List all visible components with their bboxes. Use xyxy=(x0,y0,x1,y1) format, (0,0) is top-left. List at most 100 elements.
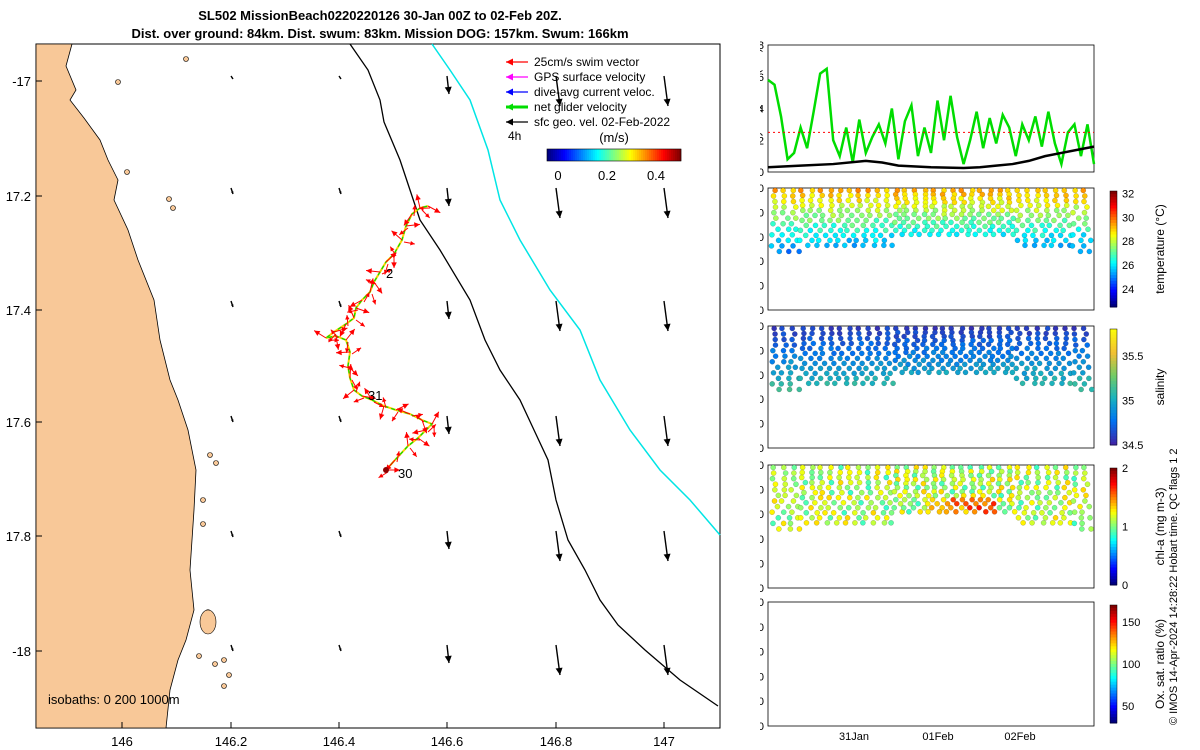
panel2-dot-20 xyxy=(778,370,785,376)
panel3-dot-57 xyxy=(814,509,820,516)
panel2-cbar-cell-25 xyxy=(1110,401,1117,405)
panel2-dot-127 xyxy=(869,360,875,367)
panel1-dot-363 xyxy=(1054,202,1061,209)
panel2-dot-129 xyxy=(868,370,875,377)
geo-vector-21 xyxy=(338,530,342,538)
swim-vector-10 xyxy=(431,411,440,425)
panel3-dot-143 xyxy=(881,520,888,526)
panel1-dot-171 xyxy=(904,199,910,206)
panel2-dot-336 xyxy=(1034,325,1041,332)
panel3-dot-2 xyxy=(769,475,776,482)
panel3-dot-236 xyxy=(950,496,957,503)
panel3-cbar-cell-21 xyxy=(1110,529,1117,533)
island-4 xyxy=(213,460,219,466)
panel2-dot-366 xyxy=(1053,355,1059,362)
panel3-dot-61 xyxy=(817,469,824,476)
panel3-dot-393 xyxy=(1078,514,1085,521)
panel3-dot-261 xyxy=(973,500,979,507)
panel1-cbar-cell-24 xyxy=(1110,260,1117,264)
panel2-dot-104 xyxy=(846,365,853,372)
panel2-dot-71 xyxy=(824,380,830,387)
colorbar-cell-13 xyxy=(573,149,576,161)
panel3-dot-364 xyxy=(1054,484,1060,491)
panel1-dot-326 xyxy=(1025,197,1031,204)
colorbar-tick-0: 0 xyxy=(554,168,561,183)
panel1-dot-123 xyxy=(868,202,874,209)
panel2-dot-346 xyxy=(1032,375,1039,382)
colorbar-cell-31 xyxy=(609,149,612,161)
panel3-dot-95 xyxy=(842,520,849,526)
panel2-dot-52 xyxy=(806,345,813,352)
panel3-dot-136 xyxy=(874,484,880,491)
panel2-dot-61 xyxy=(820,330,826,337)
panel2-cbar-cell-13 xyxy=(1110,366,1117,371)
panel2-cbar-cell-2 xyxy=(1110,334,1117,339)
panel1-dot-318 xyxy=(1015,217,1021,224)
panel1-dot-365 xyxy=(1056,212,1062,219)
panel3-cbar-cell-33 xyxy=(1110,564,1117,568)
lon-tick-label-1: 146.2 xyxy=(215,734,248,749)
panel2-dot-223 xyxy=(943,353,950,360)
colorbar-tick-1: 0.2 xyxy=(598,168,616,183)
panel1-dot-45 xyxy=(802,232,809,239)
panel3-dot-293 xyxy=(998,484,1005,491)
panel4-cbar-cell-22 xyxy=(1110,669,1117,674)
panel1-dot-271 xyxy=(981,215,987,222)
swim-vector-4 xyxy=(404,432,410,447)
panel3-dot-398 xyxy=(1080,475,1087,482)
panel2-dot-101 xyxy=(849,350,856,357)
panel2-dot-235 xyxy=(952,353,958,360)
day-label-0: 2 xyxy=(386,266,393,281)
geo-vector-12 xyxy=(444,300,452,320)
panel1-dot-211 xyxy=(935,215,941,222)
geo-vector-28 xyxy=(555,644,563,676)
panel1-dot-124 xyxy=(865,207,872,214)
panel1-dot-5 xyxy=(773,215,779,221)
track-start-dot xyxy=(383,467,389,473)
panel2-dot-356 xyxy=(1044,365,1050,372)
panel2-dot-298 xyxy=(995,365,1001,372)
panel3-dot-220 xyxy=(939,480,945,487)
swim-vector-8-head xyxy=(412,429,419,435)
panel3-dot-250 xyxy=(958,504,965,511)
panel1-dot-27 xyxy=(793,204,799,210)
geo-vector-2 xyxy=(444,75,452,95)
panel2-dot-174 xyxy=(903,349,909,356)
colorbar-cell-48 xyxy=(643,149,646,161)
panel1-dot-49 xyxy=(809,192,815,199)
swim-vector-31 xyxy=(351,347,362,355)
colorbar-cell-64 xyxy=(675,149,678,161)
panel1-dot-163 xyxy=(896,215,903,222)
panel1-dot-355 xyxy=(1046,222,1053,229)
panel2-dot-376 xyxy=(1061,345,1067,352)
swim-vector-33-head xyxy=(344,348,350,353)
colorbar-cell-30 xyxy=(607,149,610,161)
panel3-dot-72 xyxy=(828,464,834,471)
panel2-dot-98 xyxy=(847,335,853,342)
panel2-dot-237 xyxy=(953,361,960,368)
panel3-cbar-cell-36 xyxy=(1110,573,1117,577)
panel1-dot-178 xyxy=(901,227,908,234)
panel2-dot-270 xyxy=(976,349,983,356)
legend-label-2: dive-avg current veloc. xyxy=(534,85,655,99)
panel2-dot-314 xyxy=(1015,335,1021,342)
swim-vector-57-head xyxy=(390,246,395,252)
panel3-dot-79 xyxy=(831,499,837,506)
panel1-dot-39 xyxy=(799,202,806,209)
panel2-cbar-cell-14 xyxy=(1110,369,1117,373)
panel2-dot-118 xyxy=(853,375,859,382)
swim-vector-32 xyxy=(345,328,356,341)
panel1-dot-144 xyxy=(883,187,890,194)
time-tick-0: 31Jan xyxy=(839,731,869,743)
panel3-dot-382 xyxy=(1061,514,1067,521)
panel3-cbar-cell-3 xyxy=(1110,476,1117,481)
colorbar-cell-27 xyxy=(601,149,604,161)
panel1-dot-77 xyxy=(830,212,836,219)
panel3-cbar-cell-32 xyxy=(1110,561,1117,566)
panel3-dot-58 xyxy=(809,514,815,521)
panel1-dot-373 xyxy=(1063,192,1069,199)
panel1-dot-64 xyxy=(816,207,822,214)
panel3-dot-400 xyxy=(1080,487,1087,493)
colorbar-cell-29 xyxy=(605,149,608,161)
panel2-dot-287 xyxy=(991,369,997,376)
